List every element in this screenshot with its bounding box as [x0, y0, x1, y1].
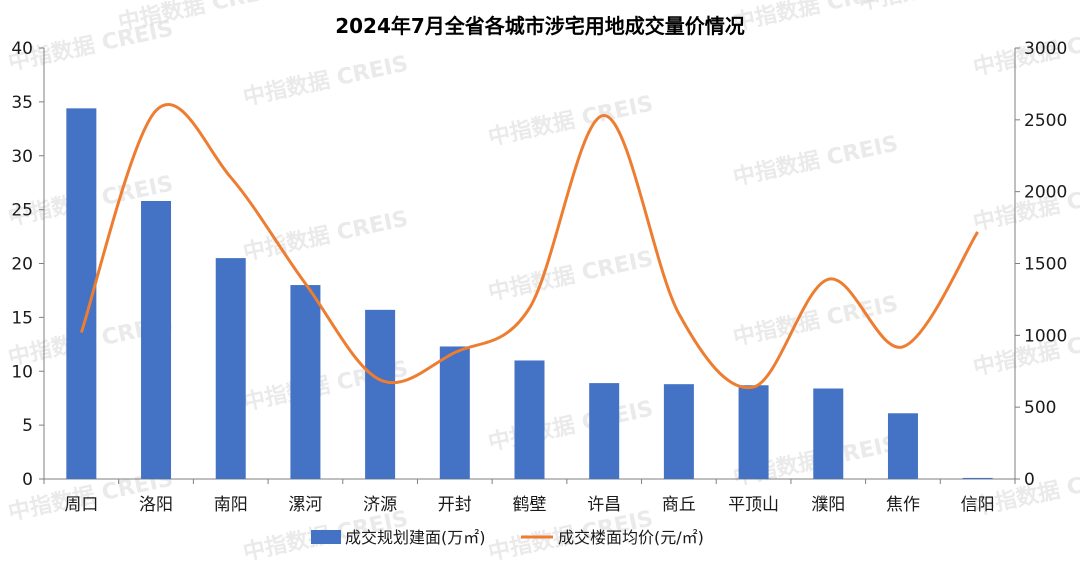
x-tick-label: 南阳	[214, 495, 248, 515]
bar-series	[66, 108, 993, 479]
bar	[514, 360, 545, 479]
y-left-tick-label: 25	[11, 201, 33, 221]
watermark-text: 中指数据 CREIS	[486, 246, 656, 306]
bar	[215, 258, 246, 479]
x-tick-label: 洛阳	[139, 495, 173, 515]
y-left-tick-label: 40	[11, 39, 33, 59]
watermark-text: 中指数据 CREIS	[486, 396, 656, 456]
y-right-tick-label: 3000	[1024, 39, 1067, 59]
bar	[365, 309, 396, 479]
x-tick-label: 濮阳	[811, 495, 845, 515]
watermark-text: 中指数据 CREIS	[731, 131, 901, 191]
y-right-tick-label: 1500	[1024, 255, 1067, 275]
watermark-text: 中指数据 CREIS	[241, 51, 411, 111]
y-left-tick-label: 10	[11, 362, 33, 382]
y-right-tick-label: 2000	[1024, 183, 1067, 203]
x-tick-label: 平顶山	[728, 495, 779, 515]
y-left-tick-label: 15	[11, 308, 33, 328]
x-tick-label: 开封	[438, 495, 472, 515]
category-labels: 周口 洛阳 南阳 漯河 济源 开封 鹤壁 许昌 商丘 平顶山 濮阳 焦作 信阳	[64, 495, 994, 515]
y-right-tick-label: 1000	[1024, 326, 1067, 346]
y-left-tick-label: 30	[11, 147, 33, 167]
chart-title: 2024年7月全省各城市涉宅用地成交量价情况	[335, 14, 745, 38]
x-tick-label: 济源	[363, 495, 397, 515]
legend-bar-label: 成交规划建面(万㎡)	[345, 528, 486, 547]
bar	[738, 385, 769, 479]
watermark-text: 中指数据 CREIS	[731, 291, 901, 351]
x-tick-label: 漯河	[288, 495, 322, 515]
y-right-tick-label: 500	[1024, 398, 1056, 418]
x-tick-label: 鹤壁	[513, 495, 547, 515]
x-tick-label: 商丘	[662, 495, 696, 515]
watermark-text: 中指数据 CREIS	[241, 206, 411, 266]
bar	[813, 388, 844, 479]
y-left-tick-label: 35	[11, 93, 33, 113]
x-tick-label: 许昌	[587, 495, 621, 515]
bar	[439, 346, 470, 479]
legend-line-label: 成交楼面均价(元/㎡)	[558, 528, 704, 547]
y-left-tick-label: 20	[11, 255, 33, 275]
y-left-tick-label: 0	[22, 470, 33, 490]
bar	[962, 477, 993, 479]
axes: 0 5 10 15 20 25 30 35 40 0 500 1000 1500 2000 2500 3000	[11, 39, 1067, 490]
x-tick-label: 周口	[64, 495, 98, 515]
bar	[887, 413, 918, 479]
y-left-tick-label: 5	[22, 416, 33, 436]
y-right-tick-label: 0	[1024, 470, 1035, 490]
legend-bar-swatch	[311, 530, 341, 544]
watermark-text: 中指数据 CREIS	[856, 0, 1026, 16]
watermark-text: 中指数据 CREIS	[116, 0, 286, 36]
bar	[141, 201, 172, 479]
x-tick-label: 焦作	[886, 495, 920, 515]
watermark-text: 中指数据 CREIS	[486, 91, 656, 151]
bar	[290, 285, 321, 479]
line-series	[79, 102, 979, 390]
y-right-tick-label: 2500	[1024, 111, 1067, 131]
bar	[663, 384, 694, 479]
bar	[589, 383, 620, 479]
legend: 成交规划建面(万㎡) 成交楼面均价(元/㎡)	[311, 528, 704, 547]
x-tick-label: 信阳	[961, 495, 995, 515]
price-line	[79, 102, 979, 390]
